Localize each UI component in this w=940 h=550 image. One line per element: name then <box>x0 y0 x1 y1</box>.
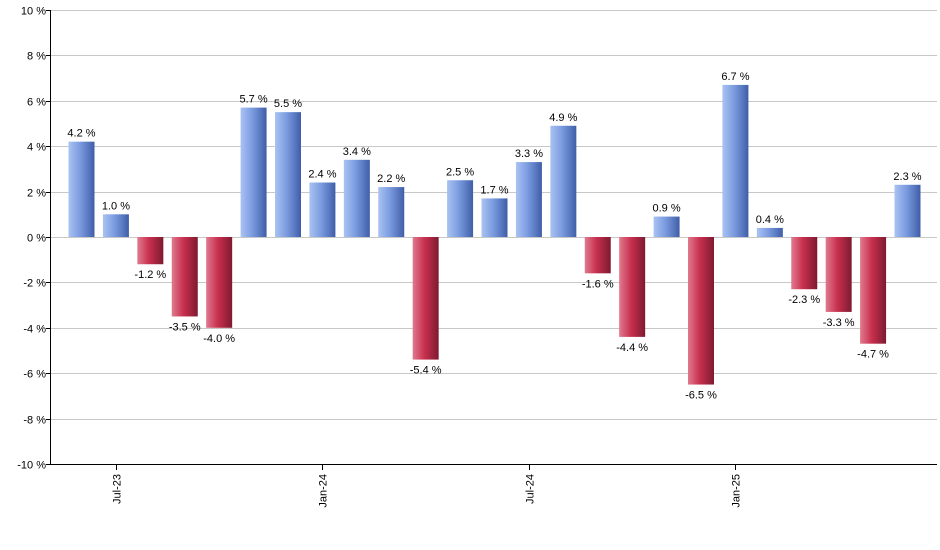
y-tick-label: 4 % <box>27 142 46 154</box>
data-label: -3.3 % <box>823 317 855 329</box>
data-label: -4.7 % <box>857 349 889 361</box>
x-axis-ticks: Jul-23 Jan-24 Jul-24 Jan-25 <box>112 464 743 508</box>
data-label: 4.9 % <box>549 112 577 124</box>
bar <box>102 214 129 237</box>
bar <box>722 84 749 237</box>
data-label: -3.5 % <box>169 321 201 333</box>
y-tick-label: -6 % <box>23 369 46 381</box>
data-label: 2.5 % <box>446 166 474 178</box>
bar <box>791 237 818 290</box>
data-label: 2.4 % <box>308 169 336 181</box>
data-label: 1.0 % <box>102 200 130 212</box>
y-tick-label: -4 % <box>23 324 46 336</box>
data-labels: 4.2 % 1.0 % -1.2 % -3.5 %-4.0 % 5.7 % 5.5 % 2.… <box>67 71 921 402</box>
x-tick-label: Jul-23 <box>112 474 124 504</box>
data-label: 3.4 % <box>343 146 371 158</box>
y-tick-label: -10 % <box>17 460 46 472</box>
data-label: -6.5 % <box>685 390 717 402</box>
bar <box>68 141 95 237</box>
y-tick-label: 10 % <box>21 6 46 18</box>
y-axis-ticks: 10 % 8 % 6 % 4 % 2 % 0 % -2 % -4 % -6 % -8 % -10 % <box>17 6 50 472</box>
bar <box>584 237 611 274</box>
bar <box>412 237 439 360</box>
data-label: 1.7 % <box>480 184 508 196</box>
data-label: 2.3 % <box>893 171 921 183</box>
data-label: 6.7 % <box>721 71 749 83</box>
bar <box>550 125 577 237</box>
bar <box>825 237 852 312</box>
data-label: -4.4 % <box>616 342 648 354</box>
bar <box>653 216 680 237</box>
data-label: -1.2 % <box>134 269 166 281</box>
bar <box>275 112 301 237</box>
data-label: 2.2 % <box>377 173 405 185</box>
data-label: 0.9 % <box>653 203 681 215</box>
bar <box>619 237 646 337</box>
bar <box>378 187 405 237</box>
x-tick-label: Jan-25 <box>731 474 743 508</box>
data-label: -4.0 % <box>203 333 235 345</box>
data-label: -5.4 % <box>410 365 442 377</box>
data-label: 5.7 % <box>240 94 268 106</box>
x-tick-label: Jul-24 <box>525 474 537 504</box>
data-label: 3.3 % <box>515 148 543 160</box>
bar <box>240 107 267 237</box>
data-label: 4.2 % <box>67 128 95 140</box>
y-tick-label: -2 % <box>23 278 46 290</box>
data-label: -1.6 % <box>582 278 614 290</box>
bar <box>894 184 921 237</box>
y-tick-label: 0 % <box>27 233 46 245</box>
bars <box>68 84 921 385</box>
data-label: 5.5 % <box>274 98 302 110</box>
data-label: 0.4 % <box>756 214 784 226</box>
bar <box>343 159 370 237</box>
bar <box>171 237 198 317</box>
y-tick-label: 2 % <box>27 188 46 200</box>
bar <box>309 182 336 237</box>
axes <box>50 10 937 465</box>
bar <box>515 162 542 237</box>
data-label: -2.3 % <box>788 294 820 306</box>
bar <box>481 198 508 237</box>
bar <box>137 237 164 265</box>
y-tick-label: 8 % <box>27 51 46 63</box>
x-tick-label: Jan-24 <box>318 474 330 508</box>
bar <box>860 237 887 344</box>
bar <box>688 237 714 385</box>
y-tick-label: -8 % <box>23 415 46 427</box>
bar <box>447 180 474 237</box>
bar <box>756 227 783 237</box>
y-tick-label: 6 % <box>27 97 46 109</box>
bar <box>206 237 233 328</box>
